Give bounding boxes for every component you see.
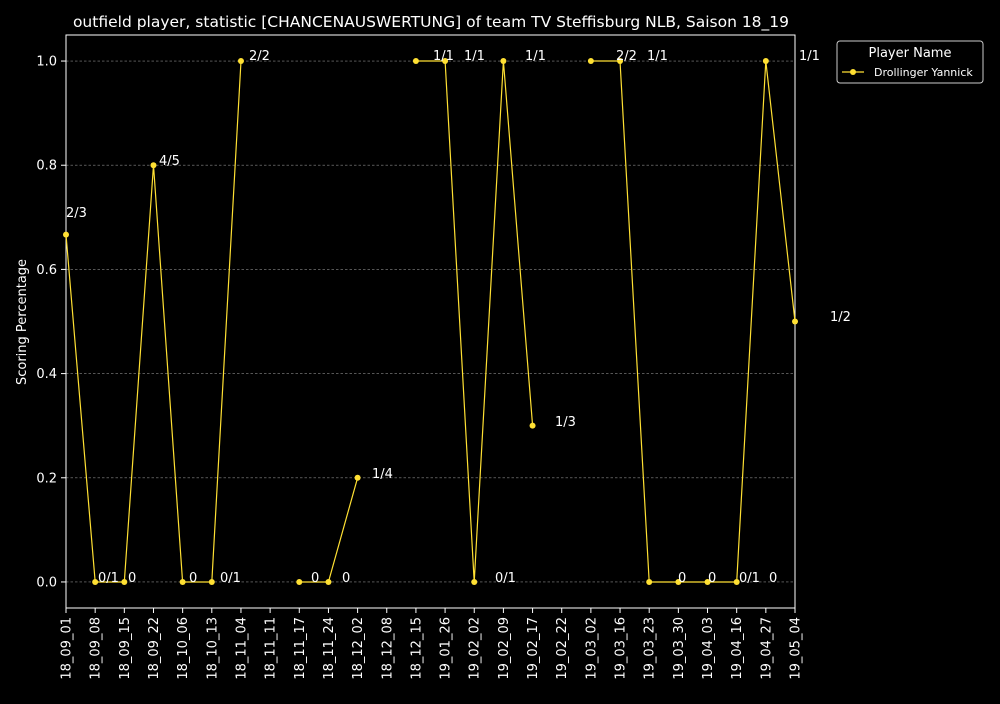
y-tick-label: 1.0 — [36, 55, 57, 70]
x-tick-label: 18_10_06 — [176, 617, 191, 680]
x-tick-label: 19_03_23 — [643, 617, 658, 680]
data-point — [442, 58, 449, 65]
data-point — [121, 578, 128, 585]
legend-series-dot-marker — [850, 69, 856, 75]
data-point — [63, 231, 69, 238]
y-tick-label: 0.6 — [36, 263, 57, 278]
data-point — [792, 318, 798, 325]
x-tick-label: 19_02_22 — [555, 617, 570, 680]
data-label: 1/1 — [433, 49, 454, 64]
data-point — [471, 578, 478, 585]
series-line — [299, 477, 359, 583]
legend-series-label: Drollinger Yannick — [874, 66, 973, 79]
x-tick-label: 18_11_24 — [322, 617, 337, 680]
data-label: 0 — [128, 571, 136, 586]
x-tick-label: 18_11_11 — [264, 617, 279, 680]
data-label: 0 — [708, 571, 716, 586]
data-label: 1/1 — [647, 49, 668, 64]
data-label: 1/1 — [525, 49, 546, 64]
data-label: 0 — [769, 571, 777, 586]
x-tick-label: 19_04_03 — [701, 617, 716, 680]
series-line — [415, 60, 534, 583]
x-tick-label: 18_09_01 — [60, 617, 75, 680]
data-point — [92, 578, 99, 585]
x-tick-label: 18_11_17 — [293, 617, 308, 680]
x-tick-label: 19_03_16 — [614, 617, 629, 680]
series-line — [590, 60, 796, 583]
data-label: 1/3 — [555, 415, 576, 430]
y-axis-label: Scoring Percentage — [15, 259, 30, 385]
x-tick-label: 19_02_09 — [497, 617, 512, 680]
x-tick-label: 18_09_08 — [89, 617, 104, 680]
axes — [65, 34, 796, 609]
y-tick-label: 0.0 — [36, 575, 57, 590]
x-tick-label: 18_09_15 — [118, 617, 133, 680]
data-point — [179, 578, 186, 585]
data-label: 0 — [678, 571, 686, 586]
x-tick-label: 19_01_26 — [439, 617, 454, 680]
data-label: 0/1 — [98, 571, 119, 586]
data-label: 4/5 — [159, 154, 180, 169]
data-label: 1/2 — [830, 310, 851, 325]
data-label: 1/1 — [799, 49, 820, 64]
x-tick-label: 18_12_15 — [409, 617, 424, 680]
x-tick-label: 18_09_22 — [147, 617, 162, 680]
data-point — [675, 578, 682, 585]
data-point — [587, 58, 594, 65]
data-point — [500, 58, 507, 65]
y-tick-label: 0.2 — [36, 471, 57, 486]
grid-lines — [66, 60, 795, 583]
y-tick-label: 0.4 — [36, 367, 57, 382]
data-point — [646, 578, 653, 585]
x-ticks: 18_09_01 18_09_08 18_09_15 18_09_22 18_10_06… — [60, 608, 804, 680]
data-label: 0/1 — [495, 571, 516, 586]
data-labels: 2/3 0/1 0 4/5 0 0/1 2/2 0 0 1/4 1/1 1/1 0/1 1/1 1/3 2/2… — [66, 49, 851, 586]
x-tick-label: 19_03_02 — [584, 617, 599, 680]
legend-title: Player Name — [869, 46, 952, 61]
data-label: 1/1 — [464, 49, 485, 64]
data-label: 0 — [189, 571, 197, 586]
data-label: 2/3 — [66, 206, 87, 221]
x-tick-label: 19_04_16 — [730, 617, 745, 680]
legend-frame — [836, 40, 984, 84]
series-lines — [63, 58, 798, 585]
plot-frame — [65, 34, 796, 609]
data-point — [296, 578, 303, 585]
data-label: 0 — [342, 571, 350, 586]
x-tick-label: 18_12_02 — [351, 617, 366, 680]
data-label: 0/1 — [220, 571, 241, 586]
y-ticks: 0.0 0.2 0.4 0.6 0.8 1.0 — [36, 55, 66, 590]
x-tick-label: 18_10_13 — [205, 617, 220, 680]
data-point — [733, 578, 740, 585]
y-tick-label: 0.8 — [36, 159, 57, 174]
x-tick-label: 19_02_17 — [526, 617, 541, 680]
chart-title: outfield player, statistic [CHANCENAUSWE… — [73, 13, 789, 32]
data-label: 0/1 — [739, 571, 760, 586]
data-point — [325, 578, 332, 585]
legend: Player Name Drollinger Yannick — [836, 40, 984, 84]
data-point — [529, 422, 536, 429]
x-tick-label: 19_05_04 — [789, 617, 804, 680]
data-point — [237, 58, 244, 65]
x-tick-label: 19_02_02 — [468, 617, 483, 680]
data-point — [762, 58, 769, 65]
data-point — [150, 162, 157, 169]
data-point — [617, 58, 624, 65]
series-line — [65, 60, 242, 583]
data-label: 1/4 — [372, 467, 393, 482]
x-tick-label: 19_03_30 — [672, 617, 687, 680]
data-point — [412, 58, 419, 65]
data-point — [208, 578, 215, 585]
data-label: 2/2 — [616, 49, 637, 64]
x-tick-label: 19_04_27 — [759, 617, 774, 680]
data-label: 0 — [311, 571, 319, 586]
data-label: 2/2 — [249, 49, 270, 64]
x-tick-label: 18_11_04 — [234, 617, 249, 680]
data-point — [354, 474, 361, 481]
x-tick-label: 18_12_08 — [380, 617, 395, 680]
data-point — [704, 578, 711, 585]
